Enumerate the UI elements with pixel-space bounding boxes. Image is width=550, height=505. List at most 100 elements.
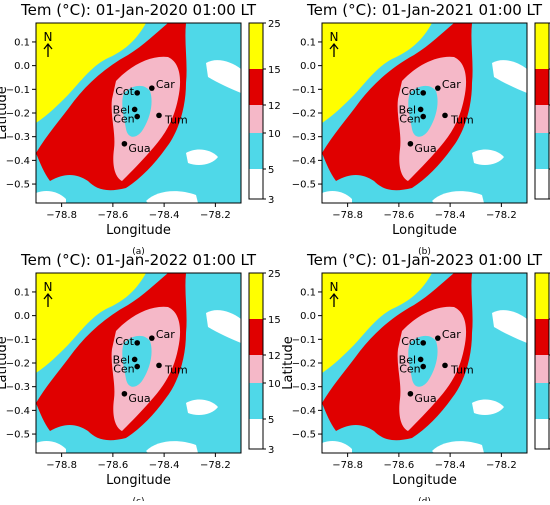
panel-d: Tem (°C): 01-Jan-2023 01:00 LT N Cot Car Bel…: [281, 251, 550, 505]
colorbar-segment: [535, 169, 549, 199]
colorbar-segment: [535, 319, 549, 355]
x-tick-label: −78.2: [486, 210, 517, 221]
city-label: Gua: [128, 392, 150, 405]
region-hot: [322, 273, 432, 373]
y-tick-label: −0.5: [6, 180, 30, 191]
city-label: Gua: [128, 142, 150, 155]
panel-caption: (b): [418, 247, 431, 257]
city-marker: [149, 85, 155, 91]
region-cool: [408, 335, 438, 387]
colorbar-segment: [249, 23, 263, 69]
city-marker: [156, 112, 162, 119]
x-tick-label: −78.2: [486, 460, 517, 471]
colorbar-segment: [249, 69, 263, 105]
city-label: Cen: [399, 363, 420, 376]
colorbar-frame: [534, 272, 550, 450]
region-cold: [472, 149, 504, 165]
colorbar-tick-label: 12: [268, 101, 281, 112]
city-marker: [134, 340, 141, 346]
x-tick-label: −78.4: [435, 460, 466, 471]
colorbar-tick-label: 5: [268, 415, 274, 426]
city-marker: [420, 340, 427, 346]
colorbar-segment: [535, 355, 549, 383]
temperature-map: [322, 23, 527, 203]
city-label: Cot: [401, 335, 420, 348]
north-label: N: [44, 280, 53, 294]
city-marker: [407, 390, 414, 397]
city-marker: [420, 363, 427, 370]
panel-title: Tem (°C): 01-Jan-2023 01:00 LT: [306, 251, 543, 269]
north-label: N: [44, 30, 53, 44]
x-tick-label: −78.6: [384, 210, 415, 221]
region-cool: [408, 85, 438, 137]
y-tick-label: 0.1: [300, 287, 316, 298]
city-label: Cen: [399, 113, 420, 126]
region-hot: [36, 273, 146, 373]
city-label: Bel: [113, 103, 130, 116]
city-marker: [420, 90, 427, 96]
y-tick-label: 0.0: [14, 311, 30, 322]
city-label: Cot: [401, 85, 420, 98]
x-axis-label: Longitude: [106, 223, 171, 238]
y-tick-label: −0.1: [292, 85, 316, 96]
city-label: Cen: [113, 363, 134, 376]
city-label: Car: [442, 78, 461, 91]
city-label: Bel: [113, 353, 130, 366]
x-axis-label: Longitude: [392, 473, 457, 488]
y-tick-label: −0.2: [292, 359, 316, 370]
colorbar-segment: [535, 105, 549, 133]
panel-a: Tem (°C): 01-Jan-2020 01:00 LT N Cot Car Bel…: [0, 1, 281, 257]
y-axis-label: Latitude: [0, 336, 10, 390]
region-cold: [492, 310, 527, 343]
region-cold: [36, 191, 66, 203]
city-marker: [417, 356, 424, 363]
panel-b: Tem (°C): 01-Jan-2021 01:00 LT N Cot Car Bel…: [292, 1, 550, 257]
region-cold: [472, 399, 504, 415]
y-tick-label: −0.5: [292, 180, 316, 191]
city-marker: [435, 85, 441, 91]
region-cold: [186, 399, 218, 415]
y-tick-label: 0.0: [14, 61, 30, 72]
y-tick-label: 0.1: [14, 287, 30, 298]
y-tick-label: 0.0: [300, 61, 316, 72]
region-cold: [432, 441, 484, 453]
colorbar-tick-label: 3: [268, 445, 274, 456]
city-label: Tum: [164, 363, 188, 376]
city-marker: [134, 363, 141, 370]
north-arrow-icon: [43, 292, 53, 307]
city-label: Gua: [414, 142, 436, 155]
city-marker: [442, 112, 448, 119]
x-tick-label: −78.2: [200, 210, 231, 221]
region-cold: [146, 441, 198, 453]
y-tick-label: −0.4: [6, 156, 30, 167]
y-tick-label: −0.1: [292, 335, 316, 346]
temperature-map: [36, 23, 241, 203]
x-tick-label: −78.6: [384, 460, 415, 471]
y-axis-label: Latitude: [281, 336, 296, 390]
y-tick-label: −0.4: [292, 156, 316, 167]
city-marker: [156, 362, 162, 369]
city-label: Tum: [164, 113, 188, 126]
x-tick-label: −78.8: [46, 210, 77, 221]
y-tick-label: −0.3: [6, 132, 30, 143]
city-marker: [131, 106, 138, 113]
region-hot: [322, 23, 432, 123]
north-arrow-icon: [329, 42, 339, 57]
panel-c: Tem (°C): 01-Jan-2022 01:00 LT N Cot Car Bel…: [0, 251, 281, 505]
city-marker: [407, 140, 414, 147]
colorbar-tick-label: 15: [268, 65, 281, 76]
region-cold: [432, 191, 484, 203]
colorbar-segment: [249, 133, 263, 169]
colorbar-segment: [249, 105, 263, 133]
y-tick-label: 0.0: [300, 311, 316, 322]
x-tick-label: −78.6: [98, 210, 129, 221]
region-cold: [492, 60, 527, 93]
city-label: Cot: [115, 335, 134, 348]
city-label: Tum: [450, 113, 474, 126]
colorbar-tick-label: 3: [268, 195, 274, 206]
x-tick-label: −78.6: [98, 460, 129, 471]
region-cold: [322, 441, 352, 453]
region-cold: [322, 191, 352, 203]
y-tick-label: −0.5: [6, 430, 30, 441]
